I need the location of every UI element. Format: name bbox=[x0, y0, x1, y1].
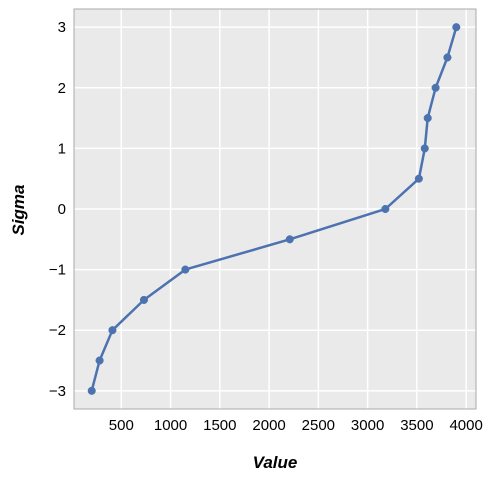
y-gridlines bbox=[74, 26, 476, 392]
data-point bbox=[443, 53, 452, 62]
y-tick-labels: 3 2 1 0 −1 −2 −3 bbox=[49, 19, 66, 400]
series-layer bbox=[87, 23, 461, 395]
x-tick-label: 2500 bbox=[302, 417, 335, 434]
x-tick-label: 2000 bbox=[252, 417, 285, 434]
data-point bbox=[285, 235, 294, 244]
data-point bbox=[181, 265, 190, 274]
y-tick-label: −1 bbox=[49, 262, 66, 279]
x-tick-label: 1500 bbox=[203, 417, 236, 434]
y-axis-title: Sigma bbox=[9, 184, 28, 235]
data-point bbox=[108, 326, 117, 335]
x-tick-label: 3000 bbox=[351, 417, 384, 434]
data-point bbox=[423, 114, 432, 123]
y-tick-label: −3 bbox=[49, 383, 66, 400]
y-tick-label: −2 bbox=[49, 322, 66, 339]
x-tick-labels: 500 1000 1500 2000 2500 3000 3500 4000 bbox=[109, 417, 483, 434]
data-point bbox=[95, 356, 104, 365]
data-point bbox=[452, 23, 461, 32]
data-point bbox=[139, 295, 149, 304]
data-point bbox=[87, 386, 96, 395]
data-point bbox=[414, 174, 423, 183]
x-tick-label: 1000 bbox=[154, 417, 187, 434]
data-point bbox=[420, 144, 429, 153]
y-tick-label: 1 bbox=[58, 140, 66, 157]
y-tick-label: 0 bbox=[58, 201, 66, 218]
y-tick-label: 2 bbox=[58, 80, 66, 97]
x-tick-label: 500 bbox=[109, 417, 134, 434]
x-tick-label: 4000 bbox=[449, 417, 482, 434]
y-tick-label: 3 bbox=[58, 19, 66, 36]
data-point bbox=[381, 204, 390, 214]
x-axis-title: Value bbox=[253, 453, 298, 472]
x-tick-label: 3500 bbox=[400, 417, 433, 434]
plot-frame bbox=[73, 8, 477, 410]
data-point bbox=[431, 83, 440, 92]
